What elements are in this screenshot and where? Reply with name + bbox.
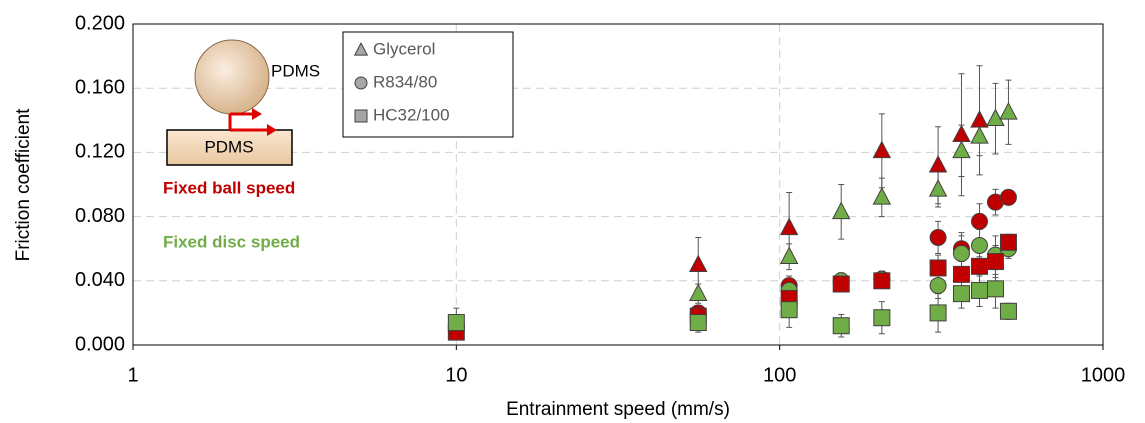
marker	[831, 201, 851, 220]
marker	[929, 277, 947, 295]
x-tick-label: 10	[445, 364, 467, 386]
marker	[928, 154, 948, 173]
marker	[999, 233, 1017, 251]
legend-label: Glycerol	[373, 39, 435, 58]
ball-label: PDMS	[271, 61, 320, 80]
legend-box	[342, 31, 514, 138]
marker	[689, 254, 708, 273]
marker	[832, 275, 850, 293]
x-tick-label: 1000	[1081, 364, 1126, 386]
marker	[999, 302, 1017, 320]
marker	[971, 257, 989, 275]
marker	[986, 280, 1004, 298]
legend-label: HC32/100	[373, 105, 450, 124]
marker	[986, 108, 1005, 126]
y-tick-label: 0.200	[75, 12, 125, 34]
marker	[689, 283, 708, 301]
marker	[832, 317, 850, 335]
y-tick-label: 0.040	[75, 269, 125, 291]
disc	[166, 129, 293, 166]
marker	[971, 281, 989, 299]
legend-marker	[354, 109, 368, 123]
ball	[194, 39, 270, 115]
marker	[952, 245, 970, 263]
legend-marker	[353, 42, 369, 56]
y-tick-label: 0.160	[75, 76, 125, 98]
marker	[952, 124, 971, 143]
marker	[929, 304, 947, 322]
marker	[970, 126, 989, 144]
y-tick-label: 0.120	[75, 141, 125, 163]
marker	[952, 140, 971, 159]
marker	[928, 179, 948, 197]
marker	[929, 259, 947, 277]
marker	[872, 187, 892, 205]
marker	[971, 236, 989, 254]
marker	[873, 309, 891, 327]
marker	[779, 217, 799, 236]
marker	[999, 188, 1017, 206]
velocity-arrows	[228, 112, 270, 132]
marker	[971, 212, 989, 230]
marker	[929, 228, 947, 246]
marker	[986, 253, 1004, 271]
marker	[952, 285, 970, 303]
marker	[779, 246, 799, 265]
marker	[780, 301, 798, 319]
marker	[970, 110, 989, 128]
arrow-heads	[252, 108, 277, 136]
annotation: Fixed ball speed	[163, 178, 295, 197]
y-axis-label: Friction coefficient	[13, 108, 34, 261]
x-axis-label: Entrainment speed (mm/s)	[506, 399, 730, 420]
plot-frame	[132, 23, 1104, 346]
marker	[873, 272, 891, 290]
y-tick-label: 0.080	[75, 205, 125, 227]
legend-label: R834/80	[373, 72, 437, 91]
marker	[952, 265, 970, 283]
y-tick-label: 0.000	[75, 333, 125, 355]
x-tick-label: 100	[763, 364, 796, 386]
disc-label: PDMS	[204, 137, 253, 156]
inset-diagram: PDMS PDMS	[166, 39, 320, 166]
annotation: Fixed disc speed	[163, 232, 300, 251]
marker	[999, 101, 1018, 120]
x-tick-label: 1	[127, 364, 138, 386]
marker	[689, 314, 707, 332]
marker	[447, 314, 465, 332]
legend-marker	[354, 76, 368, 90]
marker	[872, 140, 892, 159]
